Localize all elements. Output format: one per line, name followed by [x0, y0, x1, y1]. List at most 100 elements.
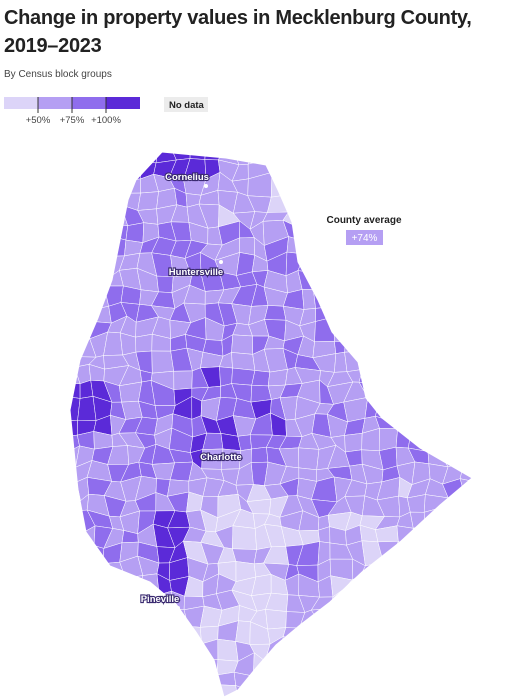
block-group [156, 275, 174, 293]
legend-label: +50% [26, 115, 51, 126]
block-group [280, 636, 304, 662]
block-group [457, 556, 472, 580]
annotation-swatch [346, 230, 383, 245]
block-group [297, 651, 321, 672]
block-group [71, 596, 97, 609]
block-group [462, 239, 472, 262]
block-group [281, 670, 305, 689]
block-group [71, 685, 96, 697]
block-group [72, 204, 94, 229]
block-group [406, 336, 431, 355]
block-group [103, 573, 128, 598]
block-group [93, 573, 109, 598]
block-group [70, 608, 73, 630]
block-group [343, 188, 366, 212]
block-group [441, 556, 458, 580]
block-group [71, 286, 95, 310]
block-group [406, 155, 431, 177]
block-group [70, 558, 76, 581]
block-group [359, 175, 385, 190]
block-group [70, 237, 80, 259]
block-group [264, 653, 283, 674]
block-group [490, 593, 509, 613]
block-group [424, 684, 448, 697]
block-group [454, 334, 472, 356]
block-group [459, 652, 472, 676]
no-data-swatch [164, 97, 208, 112]
block-group [473, 543, 490, 562]
block-group [70, 673, 80, 690]
block-group [72, 189, 93, 214]
block-group [345, 658, 367, 678]
block-group [475, 399, 493, 422]
block-group [374, 302, 393, 322]
block-group [72, 525, 96, 546]
block-group [151, 620, 173, 641]
block-group [185, 643, 207, 660]
block-group [360, 594, 383, 615]
block-group [70, 176, 80, 198]
block-group [70, 158, 94, 182]
block-group [92, 625, 110, 642]
block-group [431, 258, 445, 275]
block-group [87, 676, 111, 686]
block-group [103, 684, 127, 697]
block-group [250, 446, 269, 463]
block-group [173, 370, 193, 390]
block-group [287, 180, 306, 196]
block-group [459, 641, 472, 660]
title-line: Change in property values in Mecklenburg… [4, 7, 472, 29]
block-group [395, 685, 417, 697]
block-group [134, 668, 160, 688]
block-group [152, 685, 174, 697]
block-group [432, 204, 446, 229]
block-group [70, 524, 82, 549]
block-group [487, 316, 509, 337]
block-group [490, 397, 509, 416]
block-group [77, 320, 91, 341]
block-group [407, 395, 430, 416]
block-group [376, 651, 401, 672]
block-group [70, 269, 80, 293]
place-label: Pineville [141, 594, 180, 605]
block-group [93, 593, 109, 607]
block-group [377, 668, 401, 694]
block-group [89, 639, 111, 660]
block-group [312, 637, 332, 662]
block-group [304, 175, 319, 195]
block-group [477, 479, 494, 499]
block-group [455, 348, 472, 370]
block-group [379, 333, 401, 352]
block-group [125, 684, 137, 697]
block-group [424, 174, 442, 196]
block-group [488, 467, 509, 486]
block-group [93, 224, 113, 239]
block-group [167, 656, 191, 678]
block-group [346, 290, 366, 307]
block-group [71, 606, 97, 627]
block-group [104, 189, 126, 211]
block-group [488, 412, 509, 437]
block-group [410, 208, 433, 228]
block-group [91, 189, 108, 211]
block-group [344, 152, 369, 166]
block-group [478, 515, 490, 532]
block-group [367, 319, 386, 340]
block-group [439, 507, 466, 534]
block-group [71, 623, 94, 641]
block-group [328, 152, 348, 166]
block-group [70, 466, 77, 483]
block-group [495, 301, 509, 323]
block-group [299, 623, 321, 645]
block-group [342, 588, 370, 614]
block-group [91, 204, 109, 228]
block-group [383, 158, 399, 179]
block-group [104, 671, 127, 686]
block-group [267, 369, 288, 387]
block-group [364, 623, 384, 646]
block-group [492, 272, 508, 290]
block-group [423, 152, 449, 159]
block-group [471, 411, 472, 438]
block-group [152, 668, 174, 693]
